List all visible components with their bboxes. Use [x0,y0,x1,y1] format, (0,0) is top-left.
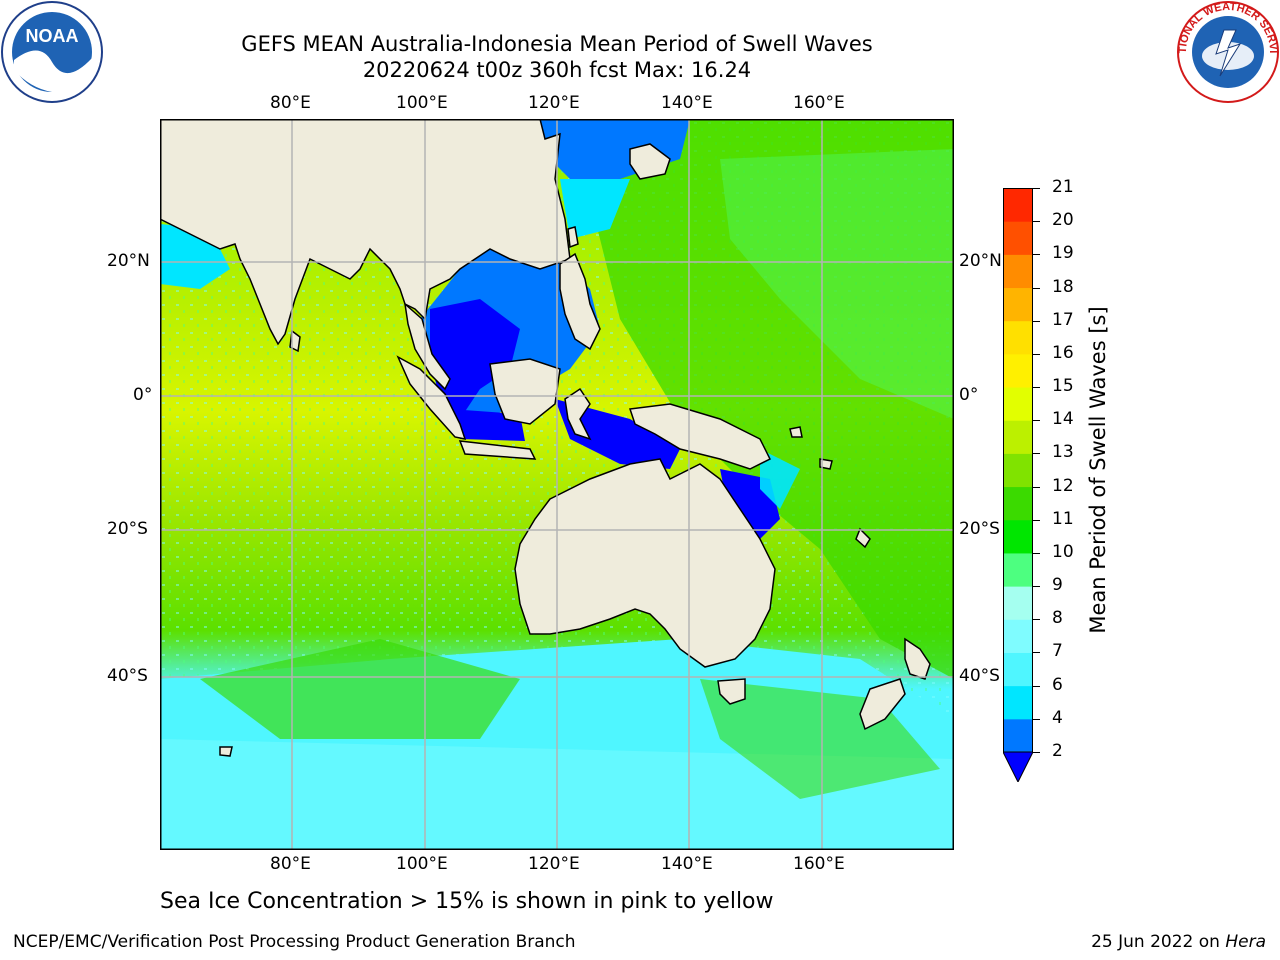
colorbar-tick-mark [1033,652,1040,654]
lon-tick-top-140e: 140°E [661,93,713,113]
lat-tick-right-20s: 20°S [959,519,1000,539]
colorbar-extend-triangle [1003,751,1033,782]
sea-ice-note: Sea Ice Concentration > 15% is shown in … [160,889,774,914]
noaa-logo-icon: NOAA [1,1,103,103]
colorbar-tick-mark [1033,685,1040,687]
colorbar-segment [1003,420,1033,454]
colorbar-tick-mark [1033,387,1040,389]
colorbar-tick-mark [1033,420,1040,422]
colorbar-segment [1003,552,1033,587]
colorbar-tick-label: 2 [1052,741,1063,761]
lat-tick-left-40s: 40°S [107,666,148,686]
colorbar-tick-mark [1033,519,1040,521]
colorbar-tick-mark [1033,619,1040,621]
colorbar-segment [1003,685,1033,720]
nws-logo-icon: NATIONAL WEATHER SERVICE [1176,0,1279,103]
footer-date-text: 25 Jun 2022 on [1091,932,1226,952]
lat-tick-right-40s: 40°S [959,666,1000,686]
colorbar-segment [1003,287,1033,322]
lon-tick-bottom-80e: 80°E [270,854,311,874]
colorbar-tick-label: 4 [1052,707,1063,728]
lat-tick-left-20s: 20°S [107,519,148,539]
colorbar-tick-mark [1033,221,1040,223]
colorbar-tick-mark [1033,320,1040,322]
colorbar-tick-mark [1033,486,1040,488]
colorbar-tick-mark [1033,353,1040,355]
colorbar-tick-label: 19 [1052,243,1074,264]
colorbar-segment [1003,254,1033,289]
colorbar-segment [1003,387,1033,421]
colorbar-title: Mean Period of Swell Waves [s] [1086,306,1110,634]
colorbar-segment [1003,353,1033,388]
colorbar-segment [1003,586,1033,620]
colorbar-tick-mark [1033,718,1040,720]
lon-tick-top-80e: 80°E [270,93,311,113]
colorbar-tick-mark [1033,254,1040,256]
footer-machine: Hera [1225,932,1266,952]
colorbar-tick-mark [1033,552,1040,554]
colorbar-tick-label: 8 [1052,608,1063,629]
colorbar-segment [1003,188,1033,222]
colorbar-segment [1003,652,1033,687]
lon-tick-top-100e: 100°E [396,93,448,113]
lat-tick-left-20n: 20°N [107,251,150,271]
colorbar-tick-label: 15 [1052,376,1074,397]
colorbar-segment [1003,453,1033,488]
footer-branch: NCEP/EMC/Verification Post Processing Pr… [13,932,576,952]
colorbar-segment [1003,320,1033,355]
noaa-logo-text: NOAA [26,26,79,46]
colorbar-tick-label: 9 [1052,575,1063,596]
chart-subtitle: 20220624 t00z 360h fcst Max: 16.24 [362,58,752,82]
lat-tick-right-0: 0° [959,385,979,405]
lon-tick-bottom-120e: 120°E [528,854,580,874]
colorbar-tick-label: 17 [1052,309,1074,330]
colorbar-tick-mark [1033,287,1040,289]
colorbar-segment [1003,519,1033,554]
colorbar-tick-label: 16 [1052,342,1074,363]
colorbar-tick-label: 7 [1052,641,1063,662]
colorbar-tick-mark [1033,752,1040,753]
lon-tick-top-120e: 120°E [528,93,580,113]
lon-tick-bottom-140e: 140°E [661,854,713,874]
colorbar [1003,188,1033,782]
colorbar-segment [1003,221,1033,255]
colorbar-tick-label: 14 [1052,409,1074,430]
colorbar-tick-label: 11 [1052,508,1074,529]
colorbar-tick-mark [1033,586,1040,588]
graticule [160,119,954,850]
colorbar-tick-mark [1033,188,1040,189]
map-plot [160,119,954,850]
colorbar-tick-label: 13 [1052,442,1074,463]
colorbar-tick-label: 12 [1052,475,1074,496]
colorbar-segment [1003,718,1033,753]
colorbar-tick-mark [1033,453,1040,455]
lon-tick-top-160e: 160°E [793,93,845,113]
colorbar-segment [1003,619,1033,653]
lat-tick-left-0: 0° [133,385,153,405]
lon-tick-bottom-100e: 100°E [396,854,448,874]
colorbar-tick-label: 21 [1052,177,1074,197]
colorbar-segment [1003,486,1033,521]
colorbar-tick-label: 18 [1052,276,1074,297]
lon-tick-bottom-160e: 160°E [793,854,845,874]
footer-date: 25 Jun 2022 on Hera [1091,932,1266,952]
lat-tick-right-20n: 20°N [959,251,1002,271]
colorbar-tick-label: 6 [1052,674,1063,695]
colorbar-tick-label: 10 [1052,541,1074,562]
colorbar-tick-label: 20 [1052,210,1074,231]
chart-title: GEFS MEAN Australia-Indonesia Mean Perio… [241,32,873,56]
